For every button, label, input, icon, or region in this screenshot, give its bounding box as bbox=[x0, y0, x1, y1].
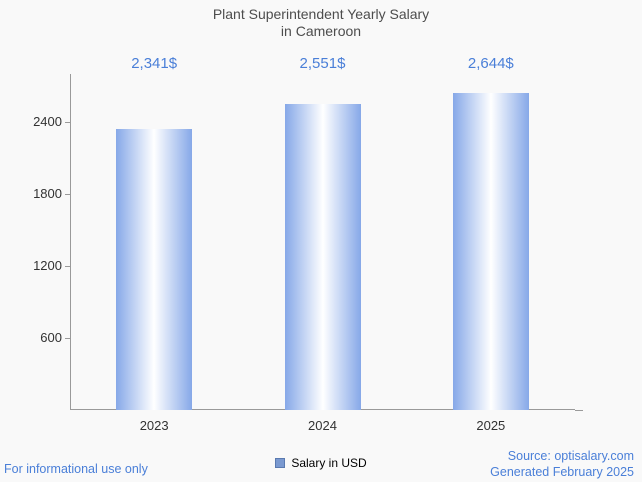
legend-label: Salary in USD bbox=[291, 456, 367, 470]
bar-2024[interactable] bbox=[284, 104, 361, 410]
y-axis-tick-mark bbox=[65, 266, 70, 267]
y-axis-tick-mark bbox=[65, 194, 70, 195]
footer-disclaimer: For informational use only bbox=[4, 462, 148, 476]
y-axis-tick-label: 1800 bbox=[33, 186, 62, 201]
chart-title-line2: in Cameroon bbox=[280, 23, 362, 39]
x-axis-category-label: 2024 bbox=[308, 418, 337, 433]
chart-title-line1: Plant Superintendent Yearly Salary bbox=[212, 6, 430, 22]
y-axis-tick-label: 2400 bbox=[33, 114, 62, 129]
x-axis-category-label: 2023 bbox=[139, 418, 169, 433]
chart-title: Plant Superintendent Yearly Salary in Ca… bbox=[0, 6, 642, 40]
x-axis-category-label: 2025 bbox=[476, 418, 506, 433]
legend[interactable]: Salary in USD bbox=[0, 456, 642, 470]
x-axis-line bbox=[575, 410, 583, 411]
bar-value-label: 2,341$ bbox=[131, 55, 178, 72]
y-axis-tick-label: 600 bbox=[40, 330, 62, 345]
footer-generated-line: Generated February 2025 bbox=[490, 465, 634, 479]
y-axis-tick-mark bbox=[65, 122, 70, 123]
footer-source-line: Source: optisalary.com bbox=[507, 449, 634, 463]
bar-value-label: 2,644$ bbox=[467, 55, 514, 72]
footer-source: Source: optisalary.com Generated Februar… bbox=[490, 448, 634, 480]
bar-2023[interactable] bbox=[116, 129, 193, 410]
y-axis-tick-mark bbox=[65, 338, 70, 339]
y-axis-tick-label: 1200 bbox=[33, 258, 62, 273]
bar-value-label: 2,551$ bbox=[299, 55, 346, 72]
bar-2025[interactable] bbox=[452, 93, 529, 410]
legend-swatch-icon bbox=[275, 458, 286, 468]
